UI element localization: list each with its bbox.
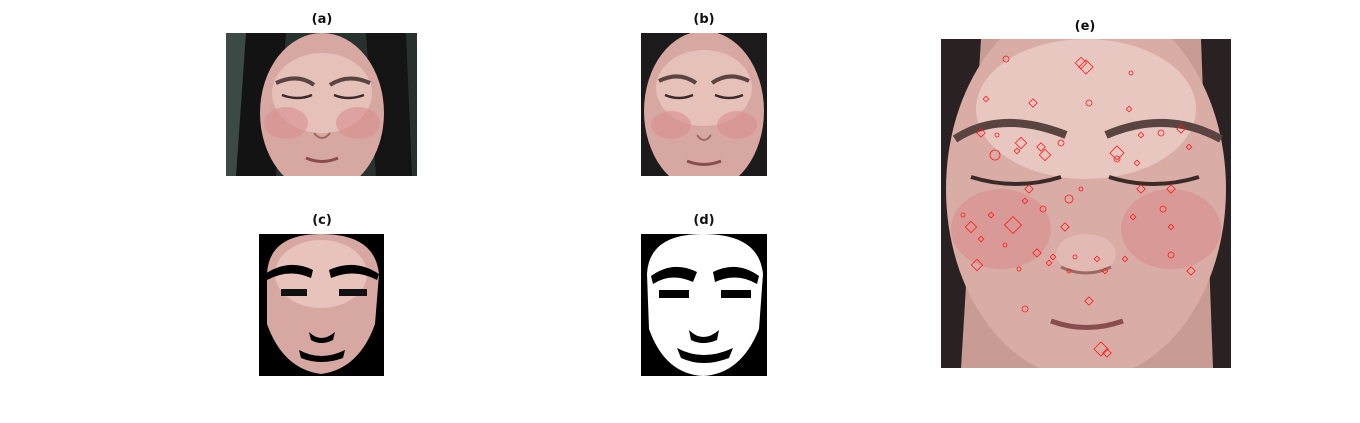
spot-marker <box>1159 205 1167 213</box>
spot-marker <box>1016 266 1022 272</box>
spot-marker <box>1066 268 1072 274</box>
panel-label-c: (c) <box>312 213 332 228</box>
face-photo-original <box>226 33 417 176</box>
spot-marker <box>1101 267 1109 275</box>
spot-marker <box>1084 296 1094 306</box>
spot-marker <box>987 211 995 219</box>
spot-marker <box>960 212 966 218</box>
spot-marker <box>1078 59 1094 75</box>
spot-marker <box>1125 105 1133 113</box>
spot-marker <box>1039 205 1047 213</box>
spot-marker <box>1057 139 1065 147</box>
panel-label-e: (e) <box>1074 19 1096 34</box>
spot-marker <box>1167 251 1175 259</box>
spot-marker <box>1038 148 1052 162</box>
spot-marker <box>1024 184 1034 194</box>
panel-label-a: (a) <box>311 12 333 27</box>
spot-marker <box>1078 186 1084 192</box>
panel-label-d: (d) <box>693 213 715 228</box>
spot-marker <box>1133 159 1141 167</box>
spot-marker <box>1186 266 1196 276</box>
spot-marker <box>1093 341 1109 357</box>
spot-marker <box>1021 197 1029 205</box>
spot-marker <box>1003 215 1023 235</box>
spot-marker <box>970 258 984 272</box>
spot-marker <box>1129 213 1137 221</box>
spot-marker <box>1028 98 1038 108</box>
spot-marker <box>989 149 1001 161</box>
spot-marker <box>1167 223 1175 231</box>
spot-marker <box>1002 242 1008 248</box>
face-detected-spots <box>941 39 1231 368</box>
spot-marker <box>1185 143 1193 151</box>
spot-marker <box>994 132 1000 138</box>
spot-marker <box>1109 145 1125 161</box>
spot-marker <box>1014 136 1028 150</box>
spot-marker <box>1166 184 1176 194</box>
spot-marker <box>1093 255 1101 263</box>
spot-marker <box>1136 184 1146 194</box>
spot-marker <box>1157 129 1165 137</box>
face-binary-mask <box>641 234 767 376</box>
spot-marker <box>1176 124 1186 134</box>
face-skin-segmented <box>259 234 384 376</box>
spot-marker <box>1072 254 1078 260</box>
spot-marker <box>1102 348 1112 358</box>
spot-marker <box>1137 131 1145 139</box>
face-photo-cropped <box>641 33 767 176</box>
spot-marker <box>1013 147 1021 155</box>
spot-marker <box>1002 55 1010 63</box>
spot-marker <box>1064 194 1074 204</box>
spot-marker <box>1021 305 1029 313</box>
spot-marker <box>1113 155 1121 163</box>
spot-marker <box>982 95 990 103</box>
spot-marker <box>964 220 978 234</box>
spot-marker <box>1060 222 1070 232</box>
panel-label-b: (b) <box>693 12 715 27</box>
spot-marker <box>1032 248 1042 258</box>
spot-marker <box>1085 99 1093 107</box>
spot-marker <box>1049 253 1057 261</box>
spot-marker <box>1045 259 1053 267</box>
spot-marker <box>976 128 986 138</box>
spot-marker <box>977 235 985 243</box>
spot-marker <box>1128 70 1134 76</box>
spot-marker <box>1036 142 1046 152</box>
spot-marker <box>1121 255 1129 263</box>
spot-marker <box>1074 56 1088 70</box>
